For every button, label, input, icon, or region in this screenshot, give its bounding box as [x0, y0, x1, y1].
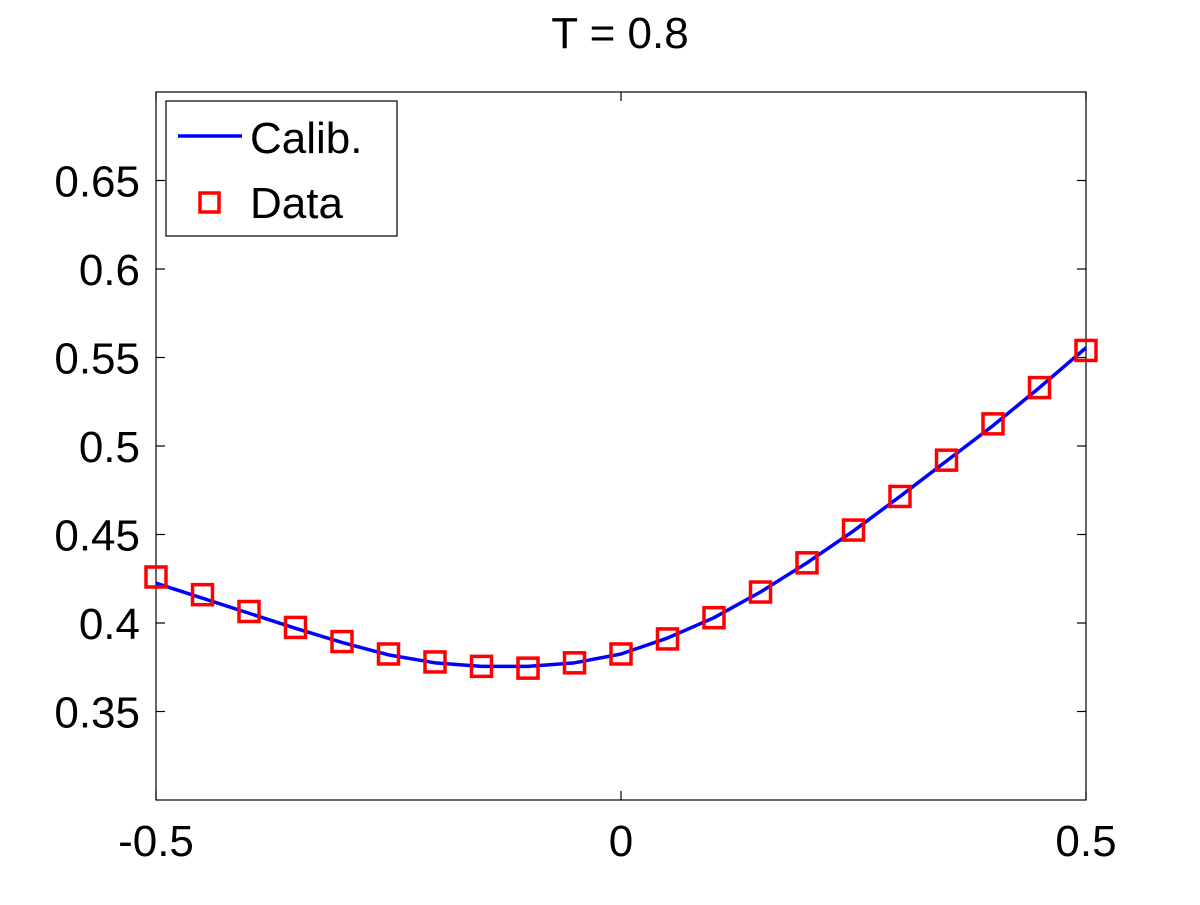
data-point-marker — [469, 654, 494, 679]
data-point-marker — [1027, 375, 1052, 400]
y-tick-label: 0.6 — [79, 246, 140, 295]
data-point-marker — [237, 599, 261, 624]
data-point-marker — [702, 605, 726, 630]
y-tick-label: 0.55 — [54, 335, 140, 384]
data-point-marker — [609, 642, 633, 666]
data-point-marker — [283, 615, 308, 640]
series-line-calib — [155, 346, 1088, 669]
data-point-marker — [376, 642, 401, 666]
data-point-marker — [795, 551, 819, 575]
data-point-marker — [190, 582, 215, 607]
data-point-marker — [562, 651, 587, 675]
data-point-marker — [330, 629, 354, 654]
y-axis-tick-labels: 0.35 0.4 0.45 0.5 0.55 0.6 0.65 — [54, 158, 140, 738]
data-point-marker — [841, 518, 866, 542]
legend: Calib. Data — [165, 100, 398, 237]
data-point-marker — [934, 448, 959, 472]
y-tick-label: 0.65 — [54, 158, 140, 207]
legend-marker-data — [198, 191, 221, 214]
series-layer — [144, 338, 1098, 680]
chart-title: T = 0.8 — [551, 9, 688, 58]
legend-label-calib: Calib. — [250, 114, 363, 163]
data-point-marker — [655, 627, 680, 651]
legend-label-data: Data — [250, 179, 343, 228]
y-tick-label: 0.4 — [79, 600, 140, 649]
x-tick-label: -0.5 — [118, 817, 194, 866]
data-point-marker — [423, 650, 447, 674]
data-point-marker — [748, 580, 773, 604]
data-point-marker — [981, 412, 1005, 436]
axis-ticks — [155, 92, 1087, 800]
x-tick-label: 0.5 — [1055, 817, 1116, 866]
data-point-marker — [1074, 338, 1098, 363]
data-point-marker — [516, 656, 540, 680]
y-tick-label: 0.5 — [79, 423, 140, 472]
data-point-marker — [144, 565, 168, 589]
y-tick-label: 0.35 — [54, 689, 140, 738]
data-point-marker — [888, 484, 912, 509]
x-tick-label: 0 — [609, 817, 633, 866]
x-axis-tick-labels: -0.5 0 0.5 — [118, 817, 1117, 866]
y-tick-label: 0.45 — [54, 512, 140, 561]
